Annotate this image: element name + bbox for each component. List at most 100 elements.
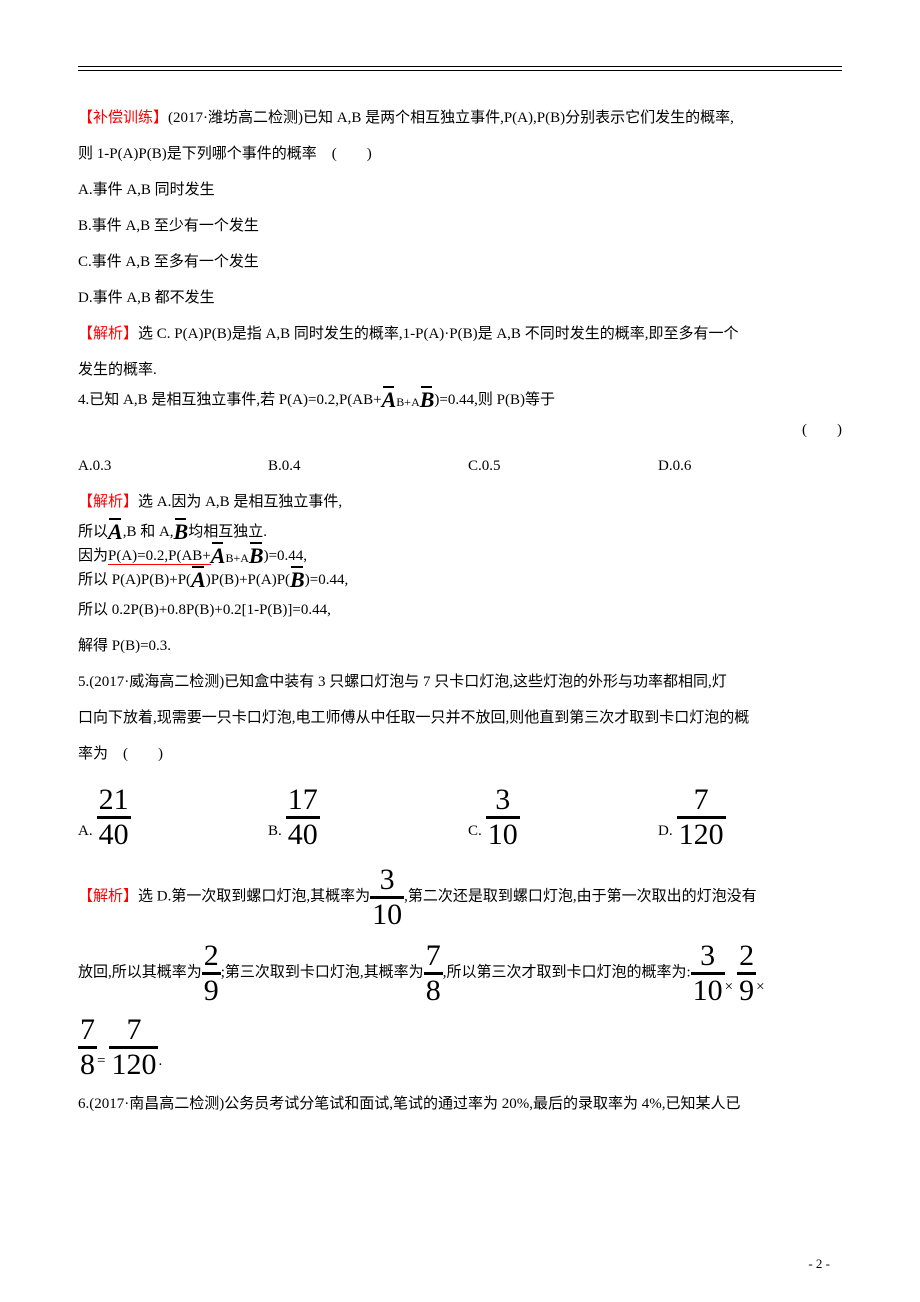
supp-label: 【补偿训练】 [78,110,168,126]
supp-opt-c: C.事件 A,B 至多有一个发生 [78,244,842,280]
fraction-num: 2 [737,940,756,975]
fraction-num: 7 [677,784,726,819]
q4-sol-2a: 因为 [78,548,108,564]
fraction: 2140 [97,784,131,850]
a-bar-symbol: A [191,569,206,591]
fraction: 29 [202,940,221,1006]
q4-sol-2d: )=0.44, [264,548,307,564]
supp-opt-d: D.事件 A,B 都不发生 [78,280,842,316]
q4-sol-3a: 所以 P(A)P(B)+P( [78,572,191,588]
q5-stem-2: 口向下放着,现需要一只卡口灯泡,电工师傅从中任取一只并不放回,则他直到第三次才取… [78,700,842,736]
q4-opt-a: A.0.3 [78,448,268,484]
q5-sol-2b: ;第三次取到卡口灯泡,其概率为 [221,965,424,981]
fraction: 7120 [677,784,726,850]
q4-sol-label: 【解析】 [78,494,138,510]
q4-sol-line-3: 所以 P(A)P(B)+P(A)P(B)+P(A)P(B)=0.44, [78,568,842,592]
supp-sol-label: 【解析】 [78,326,138,342]
page-root: 【补偿训练】(2017·潍坊高二检测)已知 A,B 是两个相互独立事件,P(A)… [0,0,920,1302]
fraction: 7120 [109,1014,158,1080]
q4-sol-2c: B+A [225,551,248,565]
fraction-den: 10 [691,975,725,1007]
q4-opt-b: B.0.4 [268,448,468,484]
q4-sol-1a: 所以 [78,524,108,540]
fraction-den: 9 [737,975,756,1007]
a-bar-symbol: A [382,389,397,411]
q5-stem-3: 率为 ( ) [78,736,842,772]
q4-sol-line-0: 【解析】选 A.因为 A,B 是相互独立事件, [78,484,842,520]
header-rule-2 [78,70,842,71]
fraction-num: 7 [78,1014,97,1049]
q5-opt-b-label: B. [268,823,282,839]
q6-stem: 6.(2017·南昌高二检测)公务员考试分笔试和面试,笔试的通过率为 20%,最… [78,1086,842,1122]
q4-stem-a: 4.已知 A,B 是相互独立事件,若 P(A)=0.2,P(AB+ [78,392,382,408]
q5-sol-line-3: 78=7120. [78,1014,842,1080]
fraction-num: 21 [97,784,131,819]
q4-sol-line-1: 所以A,B 和 A,B均相互独立. [78,520,842,544]
b-bar-symbol: B [290,569,305,591]
fraction-num: 17 [286,784,320,819]
supp-sol-line-1: 【解析】选 C. P(A)P(B)是指 A,B 同时发生的概率,1-P(A)·P… [78,316,842,352]
fraction: 310 [486,784,520,850]
fraction: 78 [78,1014,97,1080]
times-symbol: × [725,979,733,995]
fraction: 310 [691,940,725,1006]
q5-sol-label: 【解析】 [78,889,138,905]
q5-opt-c: C.310 [468,784,658,850]
q4-sol-0: 选 A.因为 A,B 是相互独立事件, [138,494,342,510]
q4-sol-1b: ,B 和 A, [123,524,174,540]
fraction: 78 [424,940,443,1006]
body-content: 【补偿训练】(2017·潍坊高二检测)已知 A,B 是两个相互独立事件,P(A)… [78,100,842,1122]
page-number: - 2 - [808,1256,830,1272]
q4-stem-b: B+A [396,395,419,409]
supp-opt-b: B.事件 A,B 至少有一个发生 [78,208,842,244]
q4-opt-c: C.0.5 [468,448,658,484]
q5-opt-c-label: C. [468,823,482,839]
fraction: 29 [737,940,756,1006]
supp-stem-line-1: 【补偿训练】(2017·潍坊高二检测)已知 A,B 是两个相互独立事件,P(A)… [78,100,842,136]
fraction-den: 120 [109,1049,158,1081]
q5-opt-b: B.1740 [268,784,468,850]
q4-stem: 4.已知 A,B 是相互独立事件,若 P(A)=0.2,P(AB+AB+AB)=… [78,388,842,412]
supp-opt-a: A.事件 A,B 同时发生 [78,172,842,208]
q5-options: A.2140 B.1740 C.310 D.7120 [78,784,842,850]
fraction-den: 8 [424,975,443,1007]
fraction-num: 7 [424,940,443,975]
q5-sol-line-2: 放回,所以其概率为29;第三次取到卡口灯泡,其概率为78,所以第三次才取到卡口灯… [78,940,842,1006]
q4-stem-c: )=0.44,则 P(B)等于 [434,392,555,408]
period: . [158,1053,162,1069]
q5-sol-2c: ,所以第三次才取到卡口灯泡的概率为: [443,965,691,981]
fraction-den: 120 [677,819,726,851]
fraction: 1740 [286,784,320,850]
fraction-den: 40 [97,819,131,851]
q4-options: A.0.3 B.0.4 C.0.5 D.0.6 [78,448,842,484]
supp-stem-1: (2017·潍坊高二检测)已知 A,B 是两个相互独立事件,P(A),P(B)分… [168,110,734,126]
q4-sol-3b: )P(B)+P(A)P( [206,572,290,588]
q4-sol-line-5: 解得 P(B)=0.3. [78,628,842,664]
b-bar-symbol: B [420,389,435,411]
fraction-den: 10 [370,899,404,931]
a-bar-symbol: A [211,545,226,567]
a-bar-symbol: A [108,521,123,543]
q5-sol-line-1: 【解析】选 D.第一次取到螺口灯泡,其概率为310,第二次还是取到螺口灯泡,由于… [78,864,842,930]
supp-stem-line-2: 则 1-P(A)P(B)是下列哪个事件的概率 ( ) [78,136,842,172]
header-rule-1 [78,66,842,67]
q4-sol-3c: )=0.44, [305,572,348,588]
times-symbol: × [756,979,764,995]
b-bar-symbol: B [249,545,264,567]
q4-sol-1c: 均相互独立. [188,524,267,540]
supp-sol-text-1: 选 C. P(A)P(B)是指 A,B 同时发生的概率,1-P(A)·P(B)是… [138,326,738,342]
q4-paren: ( ) [78,412,842,448]
fraction-num: 3 [691,940,725,975]
q5-opt-a: A.2140 [78,784,268,850]
fraction-num: 2 [202,940,221,975]
fraction-num: 3 [486,784,520,819]
q5-sol-1b: ,第二次还是取到螺口灯泡,由于第一次取出的灯泡没有 [404,889,757,905]
q4-sol-2b: P(A)=0.2,P(AB+ [108,548,211,565]
fraction: 310 [370,864,404,930]
fraction-den: 8 [78,1049,97,1081]
supp-sol-line-2: 发生的概率. [78,352,842,388]
q5-opt-a-label: A. [78,823,93,839]
q5-stem-1: 5.(2017·威海高二检测)已知盒中装有 3 只螺口灯泡与 7 只卡口灯泡,这… [78,664,842,700]
fraction-den: 10 [486,819,520,851]
q4-sol-line-2: 因为P(A)=0.2,P(AB+AB+AB)=0.44, [78,544,842,568]
